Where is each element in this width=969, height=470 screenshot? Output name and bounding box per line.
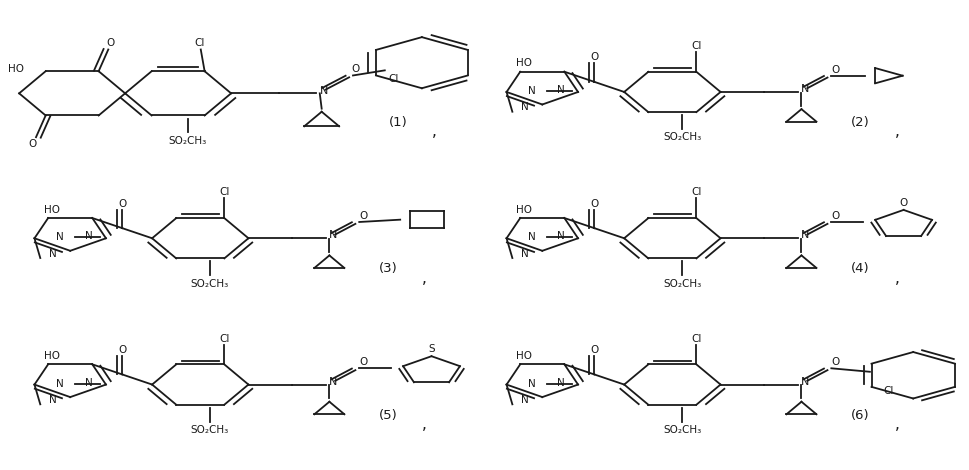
Text: ,: , bbox=[894, 271, 899, 286]
Text: N: N bbox=[557, 231, 565, 242]
Text: N: N bbox=[84, 231, 92, 242]
Text: N: N bbox=[521, 102, 529, 112]
Text: N: N bbox=[49, 249, 57, 259]
Text: O: O bbox=[352, 64, 360, 74]
Text: N: N bbox=[521, 249, 529, 259]
Text: O: O bbox=[831, 357, 839, 367]
Text: N: N bbox=[801, 377, 809, 387]
Text: ,: , bbox=[422, 417, 427, 432]
Text: N: N bbox=[801, 230, 809, 241]
Text: HO: HO bbox=[516, 204, 532, 215]
Text: Cl: Cl bbox=[691, 41, 702, 51]
Text: O: O bbox=[831, 211, 839, 221]
Text: S: S bbox=[428, 344, 435, 354]
Text: N: N bbox=[528, 232, 536, 243]
Text: N: N bbox=[557, 378, 565, 388]
Text: O: O bbox=[118, 345, 126, 355]
Text: ,: , bbox=[894, 125, 899, 140]
Text: O: O bbox=[831, 65, 839, 75]
Text: O: O bbox=[28, 139, 36, 149]
Text: HO: HO bbox=[44, 351, 60, 361]
Text: Cl: Cl bbox=[884, 385, 894, 396]
Text: Cl: Cl bbox=[219, 188, 230, 197]
Text: N: N bbox=[521, 395, 529, 405]
Text: SO₂CH₃: SO₂CH₃ bbox=[663, 425, 702, 435]
Text: Cl: Cl bbox=[691, 188, 702, 197]
Text: HO: HO bbox=[516, 351, 532, 361]
Text: N: N bbox=[320, 86, 328, 95]
Text: Cl: Cl bbox=[195, 39, 205, 48]
Text: O: O bbox=[106, 38, 114, 48]
Text: ,: , bbox=[894, 417, 899, 432]
Text: ,: , bbox=[422, 271, 427, 286]
Text: O: O bbox=[359, 357, 367, 367]
Text: (5): (5) bbox=[379, 409, 397, 422]
Text: N: N bbox=[56, 232, 64, 243]
Text: N: N bbox=[528, 379, 536, 389]
Text: (2): (2) bbox=[851, 116, 869, 129]
Text: SO₂CH₃: SO₂CH₃ bbox=[191, 425, 229, 435]
Text: Cl: Cl bbox=[691, 334, 702, 344]
Text: O: O bbox=[590, 198, 599, 209]
Text: Cl: Cl bbox=[219, 334, 230, 344]
Text: N: N bbox=[329, 230, 337, 241]
Text: SO₂CH₃: SO₂CH₃ bbox=[191, 279, 229, 289]
Text: (1): (1) bbox=[389, 116, 407, 129]
Text: N: N bbox=[528, 86, 536, 96]
Text: O: O bbox=[590, 345, 599, 355]
Text: SO₂CH₃: SO₂CH₃ bbox=[169, 136, 207, 146]
Text: Cl: Cl bbox=[389, 74, 398, 84]
Text: O: O bbox=[118, 198, 126, 209]
Text: N: N bbox=[56, 379, 64, 389]
Text: N: N bbox=[84, 378, 92, 388]
Text: N: N bbox=[801, 84, 809, 94]
Text: O: O bbox=[359, 211, 367, 221]
Text: HO: HO bbox=[44, 204, 60, 215]
Text: ,: , bbox=[432, 125, 437, 140]
Text: N: N bbox=[557, 85, 565, 95]
Text: SO₂CH₃: SO₂CH₃ bbox=[663, 133, 702, 142]
Text: (4): (4) bbox=[851, 262, 869, 275]
Text: N: N bbox=[329, 377, 337, 387]
Text: O: O bbox=[899, 198, 908, 208]
Text: HO: HO bbox=[9, 64, 24, 74]
Text: (3): (3) bbox=[379, 262, 397, 275]
Text: (6): (6) bbox=[851, 409, 869, 422]
Text: HO: HO bbox=[516, 58, 532, 68]
Text: O: O bbox=[590, 52, 599, 62]
Text: SO₂CH₃: SO₂CH₃ bbox=[663, 279, 702, 289]
Text: N: N bbox=[49, 395, 57, 405]
